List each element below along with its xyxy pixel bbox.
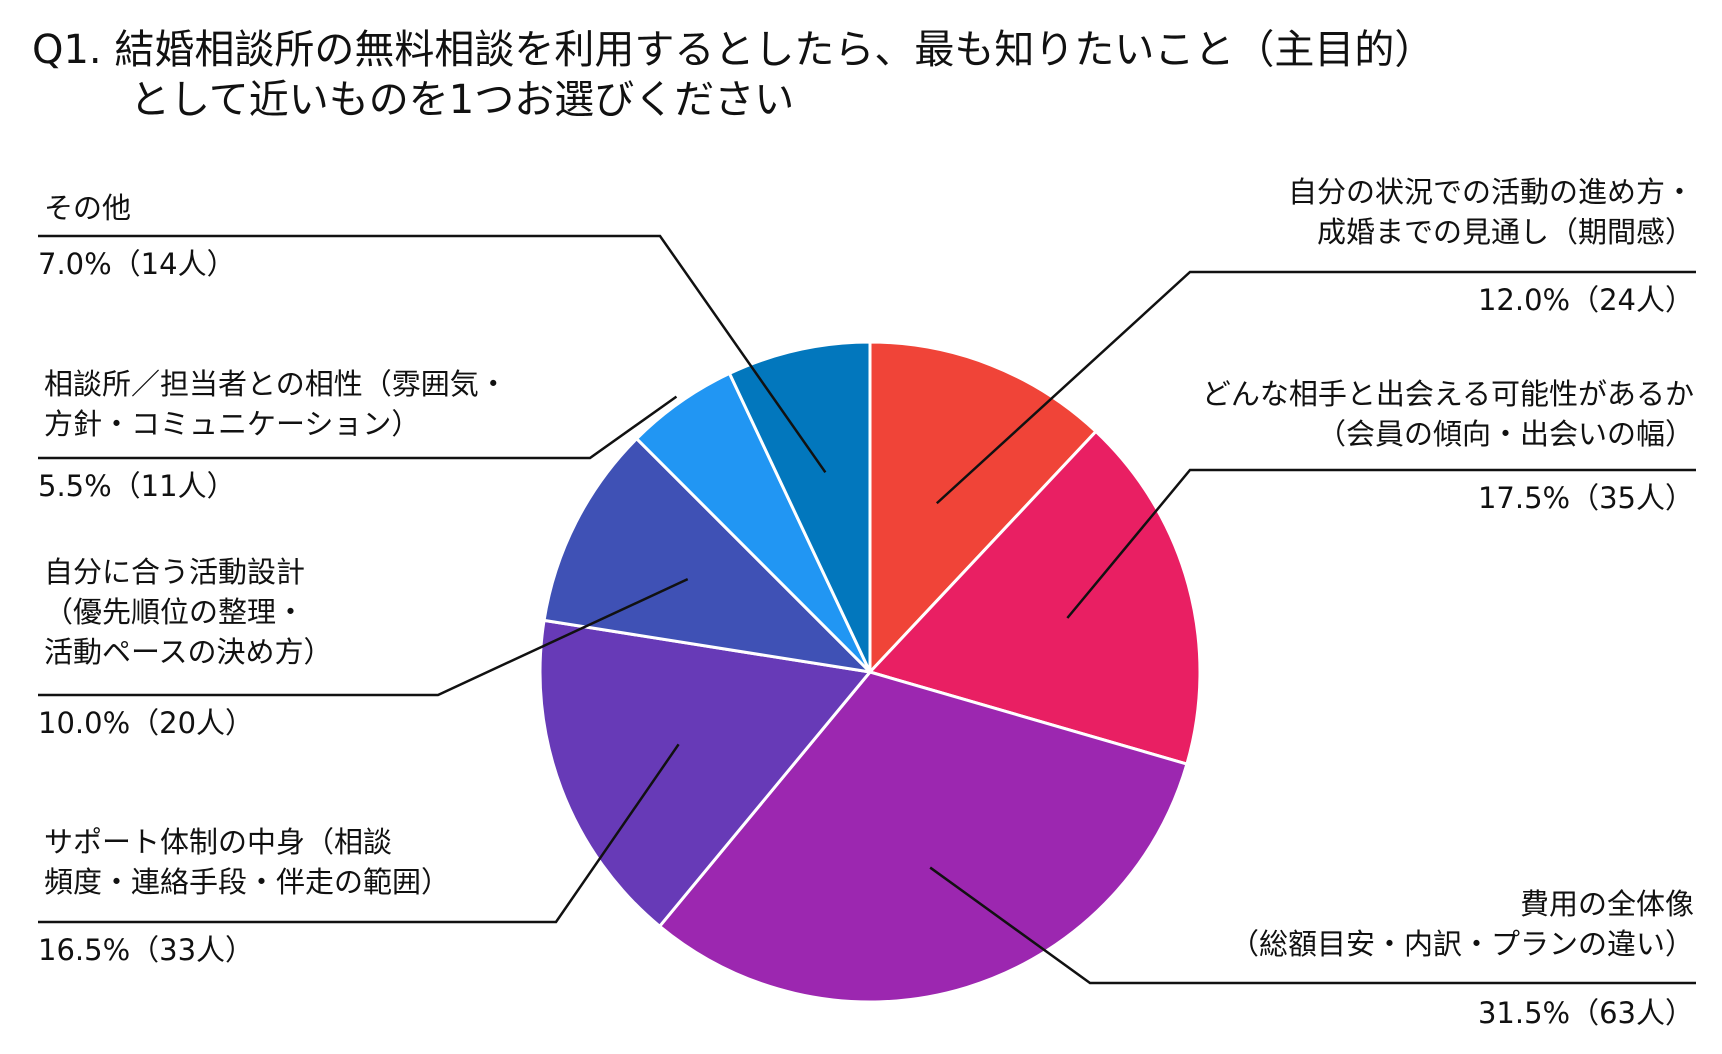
slice-label-4-line-0: 自分に合う活動設計 <box>44 555 306 589</box>
leader-line-1 <box>1066 468 1696 619</box>
slice-label-4-line-2: 活動ペースの決め方） <box>44 635 333 669</box>
slice-label-3-line-1: 頻度・連絡手段・伴走の範囲） <box>44 865 451 899</box>
chart-title-line-2: として近いものを1つお選びください <box>130 77 795 123</box>
leader-line-4 <box>38 577 689 697</box>
slice-label-1-line-0: どんな相手と出会える可能性があるか <box>1201 377 1694 411</box>
leader-line-0 <box>935 270 1696 505</box>
slice-label-5-line-0: 相談所／担当者との相性（雰囲気・ <box>44 367 508 401</box>
slice-label-6: その他 <box>44 188 131 228</box>
slice-label-4-line-1: （優先順位の整理・ <box>44 595 306 629</box>
slice-label-5-line-1: 方針・コミュニケーション） <box>44 407 421 441</box>
pie-slice-4 <box>542 436 875 675</box>
leader-line-6 <box>38 234 827 474</box>
slice-label-0: 自分の状況での活動の進め方・ 成婚までの見通し（期間感） <box>1288 172 1694 252</box>
slice-value-5: 5.5%（11人） <box>38 469 236 503</box>
slice-label-5: 相談所／担当者との相性（雰囲気・ 方針・コミュニケーション） <box>44 364 508 444</box>
pie-slice-3 <box>538 618 873 929</box>
slice-label-6-line-0: その他 <box>44 191 132 225</box>
slice-value-4: 10.0%（20人） <box>38 706 255 740</box>
slice-label-2-line-1: （総額目安・内訳・プランの違い） <box>1229 927 1694 961</box>
slice-value-6: 7.0%（14人） <box>38 247 236 281</box>
pie-slice-0 <box>868 340 1099 676</box>
chart-title-line-1: Q1. 結婚相談所の無料相談を利用するとしたら、最も知りたいこと（主目的） <box>32 27 1435 73</box>
slice-value-2: 31.5%（63人） <box>1477 996 1694 1030</box>
leader-line-3 <box>38 743 680 924</box>
slice-value-3: 16.5%（33人） <box>38 933 255 967</box>
slice-label-1: どんな相手と出会える可能性があるか （会員の傾向・出会いの幅） <box>1202 374 1694 454</box>
slice-value-0: 12.0%（24人） <box>1477 283 1694 317</box>
slice-label-3: サポート体制の中身（相談 頻度・連絡手段・伴走の範囲） <box>44 822 450 902</box>
leader-line-2 <box>929 866 1696 985</box>
slice-label-2-line-0: 費用の全体像 <box>1519 887 1694 921</box>
leader-line-5 <box>38 395 678 460</box>
slice-label-0-line-1: 成婚までの見通し（期間感） <box>1316 215 1694 249</box>
slice-label-0-line-0: 自分の状況での活動の進め方・ <box>1287 175 1694 209</box>
slice-label-2: 費用の全体像 （総額目安・内訳・プランの違い） <box>1230 884 1694 964</box>
pie-slice-2 <box>657 670 1189 1004</box>
slice-label-4: 自分に合う活動設計 （優先順位の整理・ 活動ペースの決め方） <box>44 552 333 672</box>
pie-slice-6 <box>727 340 872 673</box>
pie-slice-1 <box>867 429 1202 766</box>
slice-value-1: 17.5%（35人） <box>1477 481 1694 515</box>
slice-label-1-line-1: （会員の傾向・出会いの幅） <box>1316 417 1694 451</box>
slice-label-3-line-0: サポート体制の中身（相談 <box>44 825 393 859</box>
